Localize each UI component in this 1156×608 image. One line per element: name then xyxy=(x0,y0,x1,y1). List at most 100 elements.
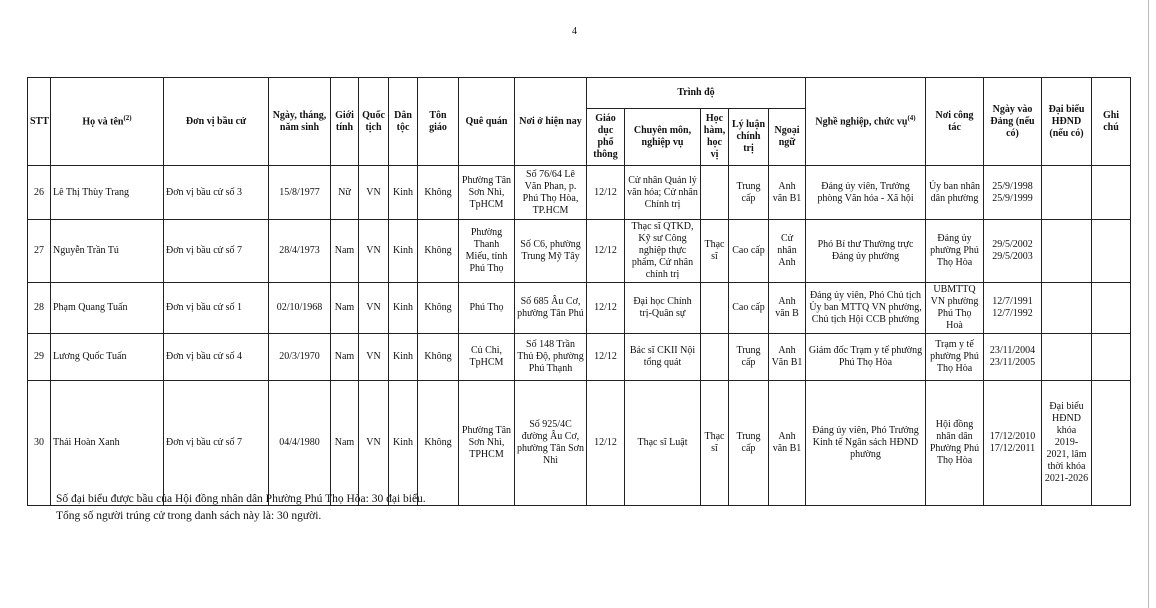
cell-language: Anh Văn B1 xyxy=(768,333,806,381)
cell-residence: Số 148 Trần Thủ Độ, phường Phú Thạnh xyxy=(514,333,587,381)
party-date-official: 29/5/2003 xyxy=(992,251,1033,262)
cell-degree xyxy=(700,165,729,220)
header-name: Họ và tên(2) xyxy=(50,77,164,166)
cell-language: Anh văn B xyxy=(768,282,806,334)
header-hometown: Quê quán xyxy=(458,77,515,166)
cell-gender: Nam xyxy=(330,219,359,283)
cell-language: Anh văn B1 xyxy=(768,165,806,220)
cell-hometown: Phường Tân Sơn Nhì, TpHCM xyxy=(458,165,515,220)
footer-summary: Số đại biểu được bầu của Hội đồng nhân d… xyxy=(56,491,426,525)
cell-notes xyxy=(1091,333,1131,381)
cell-degree xyxy=(700,333,729,381)
header-residence: Nơi ở hiện nay xyxy=(514,77,587,166)
table-row: 27 Nguyễn Trần Tú Đơn vị bầu cử số 7 28/4/1… xyxy=(27,219,1131,283)
cell-delegate xyxy=(1041,219,1092,283)
cell-language: Anh văn B1 xyxy=(768,380,806,506)
header-gender: Giới tính xyxy=(330,77,359,166)
cell-unit: Đơn vị bầu cử số 7 xyxy=(163,380,269,506)
cell-stt: 30 xyxy=(27,380,51,506)
cell-political: Cao cấp xyxy=(728,282,769,334)
cell-hometown: Phú Thọ xyxy=(458,282,515,334)
cell-name: Nguyễn Trần Tú xyxy=(50,219,164,283)
footer-line-elected: Tổng số người trúng cử trong danh sách n… xyxy=(56,510,322,522)
cell-religion: Không xyxy=(417,333,459,381)
table-row: 28 Phạm Quang Tuấn Đơn vị bầu cử số 1 02/10… xyxy=(27,282,1131,334)
party-date: 12/7/1991 xyxy=(992,296,1033,307)
footnote-ref: (2) xyxy=(123,114,132,123)
cell-residence: Số 925/4C đường Âu Cơ, phường Tân Sơn Nh… xyxy=(514,380,587,506)
cell-dob: 20/3/1970 xyxy=(268,333,331,381)
cell-unit: Đơn vị bầu cử số 1 xyxy=(163,282,269,334)
header-ethnicity: Dân tộc xyxy=(388,77,418,166)
cell-occupation: Đảng ủy viên, Phó Trưởng Kinh tế Ngân sá… xyxy=(805,380,926,506)
cell-general-edu: 12/12 xyxy=(586,219,625,283)
header-occupation-label: Nghề nghiệp, chức vụ xyxy=(815,116,908,128)
cell-dob: 28/4/1973 xyxy=(268,219,331,283)
party-date: 29/5/2002 xyxy=(992,239,1033,250)
cell-party-date: 25/9/1998 25/9/1999 xyxy=(983,165,1042,220)
elected-delegates-table: STT Họ và tên(2) Đơn vị bầu cử Ngày, thá… xyxy=(27,77,1131,506)
cell-name: Lương Quốc Tuấn xyxy=(50,333,164,381)
cell-stt: 26 xyxy=(27,165,51,220)
party-date: 25/9/1998 xyxy=(992,180,1033,192)
cell-hometown: Củ Chi, TpHCM xyxy=(458,333,515,381)
cell-hometown: Phường Thanh Miếu, tỉnh Phú Thọ xyxy=(458,219,515,283)
cell-political: Cao cấp xyxy=(728,219,769,283)
cell-dob: 02/10/1968 xyxy=(268,282,331,334)
cell-workplace: Đảng ủy phường Phú Thọ Hòa xyxy=(925,219,984,283)
footnote-ref: (4) xyxy=(907,114,916,123)
party-date-official: 17/12/2011 xyxy=(989,443,1036,454)
header-unit: Đơn vị bầu cử xyxy=(163,77,269,166)
page-number: 4 xyxy=(572,26,577,37)
cell-specialty: Thạc sĩ QTKD, Kỹ sư Công nghiệp thực phẩ… xyxy=(624,219,701,283)
cell-degree: Thạc sĩ xyxy=(700,380,729,506)
cell-residence: Số 685 Âu Cơ, phường Tân Phú xyxy=(514,282,587,334)
header-notes: Ghi chú xyxy=(1091,77,1131,166)
cell-party-date: 17/12/2010 17/12/2011 xyxy=(983,380,1042,506)
cell-delegate xyxy=(1041,165,1092,220)
cell-stt: 29 xyxy=(27,333,51,381)
header-stt: STT xyxy=(27,77,51,166)
cell-gender: Nam xyxy=(330,282,359,334)
cell-residence: Số C6, phường Trung Mỹ Tây xyxy=(514,219,587,283)
cell-party-date: 23/11/2004 23/11/2005 xyxy=(983,333,1042,381)
cell-occupation: Phó Bí thư Thường trực Đảng ủy phường xyxy=(805,219,926,283)
cell-general-edu: 12/12 xyxy=(586,282,625,334)
cell-workplace: Ủy ban nhân dân phường xyxy=(925,165,984,220)
cell-ethnicity: Kinh xyxy=(388,165,418,220)
cell-religion: Không xyxy=(417,219,459,283)
footer-line-delegates: Số đại biểu được bầu của Hội đồng nhân d… xyxy=(56,493,426,505)
cell-delegate xyxy=(1041,333,1092,381)
party-date-official: 25/9/1999 xyxy=(992,192,1033,204)
cell-notes xyxy=(1091,282,1131,334)
header-political: Lý luận chính trị xyxy=(728,108,769,166)
cell-ethnicity: Kinh xyxy=(388,333,418,381)
cell-religion: Không xyxy=(417,165,459,220)
cell-nationality: VN xyxy=(358,165,389,220)
cell-delegate: Đại biểu HĐND khóa 2019-2021, lâm thời k… xyxy=(1041,380,1092,506)
cell-occupation: Đảng ủy viên, Trưởng phòng Văn hóa - Xã … xyxy=(805,165,926,220)
header-dob: Ngày, tháng, năm sinh xyxy=(268,77,331,166)
cell-dob: 15/8/1977 xyxy=(268,165,331,220)
cell-stt: 28 xyxy=(27,282,51,334)
cell-general-edu: 12/12 xyxy=(586,165,625,220)
cell-gender: Nam xyxy=(330,380,359,506)
cell-gender: Nam xyxy=(330,333,359,381)
cell-workplace: UBMTTQ VN phường Phú Thọ Hoà xyxy=(925,282,984,334)
header-workplace: Nơi công tác xyxy=(925,77,984,166)
header-nationality: Quốc tịch xyxy=(358,77,389,166)
cell-unit: Đơn vị bầu cử số 4 xyxy=(163,333,269,381)
cell-language: Cử nhân Anh xyxy=(768,219,806,283)
header-degree: Học hàm, học vị xyxy=(700,108,729,166)
cell-occupation: Giám đốc Trạm y tế phường Phú Thọ Hòa xyxy=(805,333,926,381)
header-occupation: Nghề nghiệp, chức vụ(4) xyxy=(805,77,926,166)
cell-stt: 27 xyxy=(27,219,51,283)
cell-religion: Không xyxy=(417,380,459,506)
cell-nationality: VN xyxy=(358,282,389,334)
page-edge xyxy=(1148,0,1149,608)
cell-ethnicity: Kinh xyxy=(388,380,418,506)
cell-notes xyxy=(1091,165,1131,220)
cell-notes xyxy=(1091,219,1131,283)
cell-residence: Số 76/64 Lê Văn Phan, p. Phú Thọ Hòa, TP… xyxy=(514,165,587,220)
header-general-edu: Giáo dục phổ thông xyxy=(586,108,625,166)
